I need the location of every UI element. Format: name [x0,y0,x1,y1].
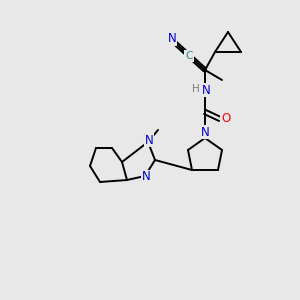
Text: H: H [192,84,200,94]
Text: N: N [202,83,210,97]
Text: N: N [201,125,209,139]
Text: N: N [142,170,150,184]
Text: N: N [145,134,153,146]
Text: N: N [168,32,176,46]
Text: C: C [185,51,193,61]
Text: O: O [221,112,231,125]
